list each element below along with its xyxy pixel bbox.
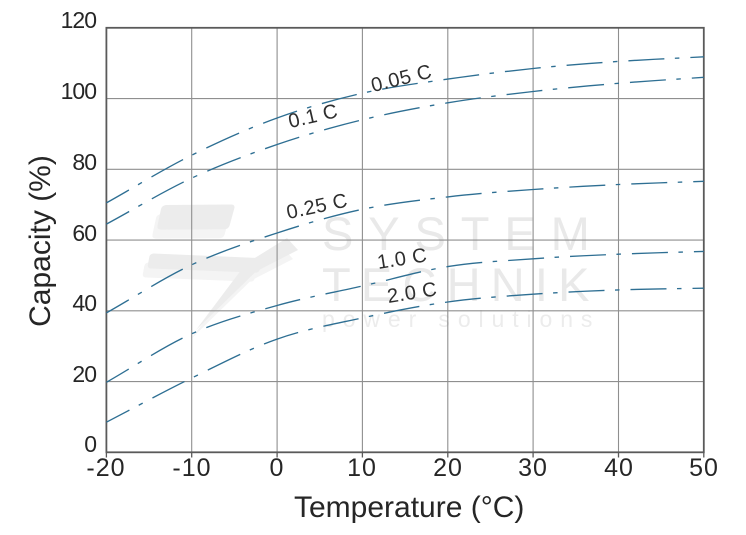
svg-text:TECHNIK: TECHNIK: [322, 258, 600, 311]
svg-text:power solutions: power solutions: [322, 306, 600, 332]
svg-text:SYSTEM: SYSTEM: [322, 207, 605, 260]
